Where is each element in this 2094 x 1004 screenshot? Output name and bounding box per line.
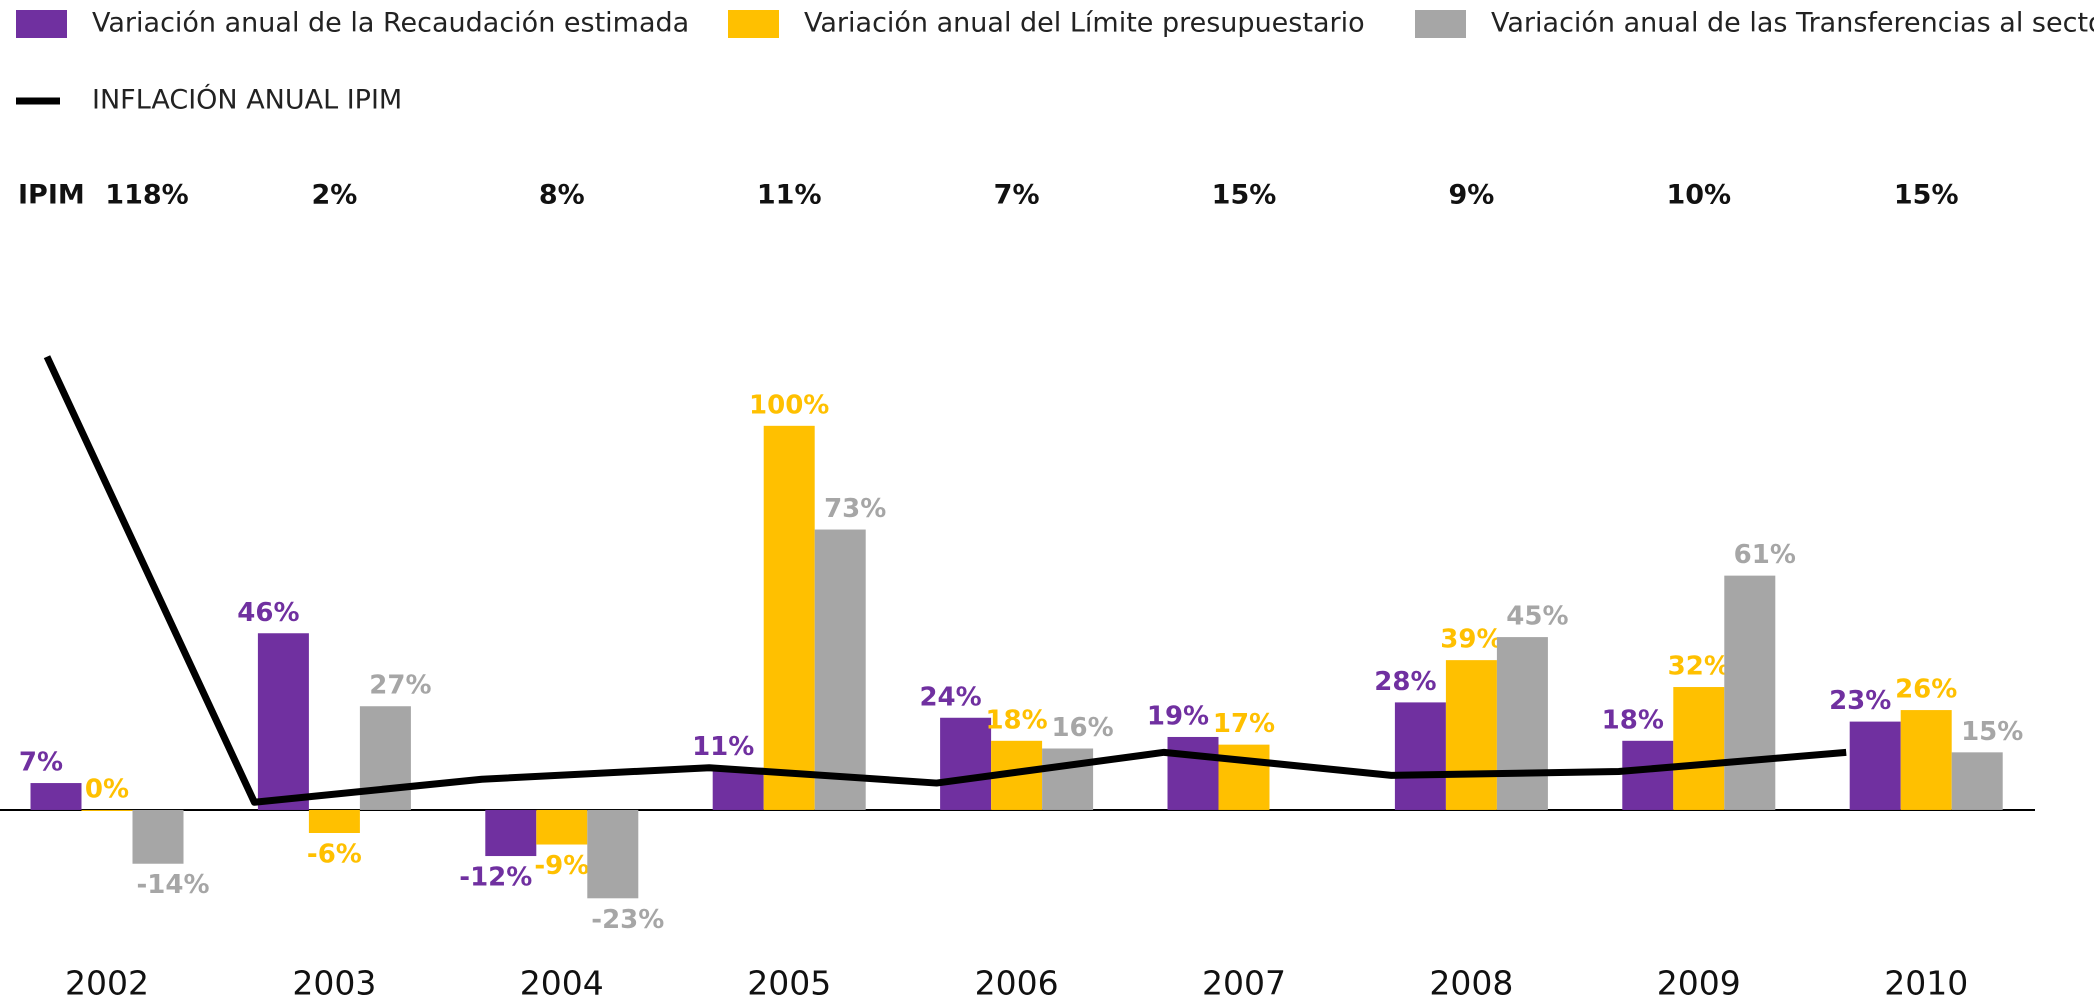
bar [257, 633, 309, 810]
ipim-label: 2% [311, 180, 357, 211]
data-label: 28% [1374, 667, 1436, 697]
ipim-label: 118% [105, 180, 188, 211]
ipim-row-label: IPIM [18, 180, 85, 211]
bar [1042, 748, 1094, 810]
x-tick-label: 2008 [1429, 964, 1513, 1001]
x-tick-label: 2005 [747, 964, 831, 1001]
bar [814, 529, 866, 810]
bar [81, 809, 133, 811]
bar [308, 809, 360, 833]
x-tick-label: 2006 [975, 964, 1059, 1001]
bar [1951, 752, 2003, 810]
bar [1445, 660, 1497, 810]
x-tick-label: 2004 [520, 964, 604, 1001]
data-label: -14% [136, 870, 209, 900]
bar [1673, 687, 1725, 810]
data-label: 26% [1895, 675, 1957, 705]
x-tick-label: 2009 [1657, 964, 1741, 1001]
legend-label: Variación anual de la Recaudación estima… [92, 8, 689, 39]
data-label: 24% [919, 682, 981, 712]
ipim-label: 7% [994, 180, 1040, 211]
bar [712, 767, 764, 810]
legend-label: Variación anual del Límite presupuestari… [804, 8, 1365, 39]
line [43, 355, 1847, 806]
data-label: -6% [307, 839, 362, 869]
legend-label: Variación anual de las Transferencias al… [1491, 8, 2094, 39]
ipim-label: 11% [757, 180, 822, 211]
data-label: 23% [1829, 686, 1891, 716]
data-label: 18% [985, 705, 1047, 735]
legend-swatch [728, 10, 779, 38]
bar [1724, 575, 1776, 810]
x-tick-label: 2002 [65, 964, 149, 1001]
bar [763, 425, 815, 810]
data-label: 15% [1961, 717, 2023, 747]
bar [940, 717, 992, 810]
data-label: 32% [1668, 652, 1730, 682]
data-label: 61% [1734, 540, 1796, 570]
bar [1218, 744, 1270, 810]
x-tick-label: 2010 [1884, 964, 1968, 1001]
data-label: 100% [749, 390, 829, 420]
bar [359, 706, 411, 810]
ipim-label: 9% [1448, 180, 1494, 211]
bar [536, 809, 588, 845]
ipim-label: 10% [1666, 180, 1731, 211]
data-label: 18% [1602, 705, 1664, 735]
data-label: 39% [1440, 625, 1502, 655]
bar [485, 809, 537, 857]
data-label: 45% [1506, 602, 1568, 632]
data-label: -9% [534, 851, 589, 881]
x-tick-label: 2003 [292, 964, 376, 1001]
bar [30, 783, 82, 810]
data-label: 0% [85, 774, 129, 804]
data-label: 17% [1213, 709, 1275, 739]
data-label: 7% [19, 748, 63, 778]
data-label: -12% [459, 863, 532, 893]
data-label: 73% [824, 494, 886, 524]
ipim-label: 15% [1894, 180, 1959, 211]
ipim-label: 8% [539, 180, 585, 211]
bar [1900, 710, 1952, 810]
legend-swatch [1415, 10, 1466, 38]
legend-label: INFLACIÓN ANUAL IPIM [92, 84, 402, 116]
bar [1622, 740, 1674, 810]
data-label: 46% [237, 598, 299, 628]
bar [587, 809, 639, 899]
bar [1496, 637, 1548, 810]
bar [1167, 736, 1219, 810]
ipim-label: 15% [1212, 180, 1277, 211]
x-tick-label: 2007 [1202, 964, 1286, 1001]
data-label: -23% [591, 905, 664, 935]
bar [1849, 721, 1901, 810]
bar [1394, 702, 1446, 810]
legend-swatch [16, 10, 67, 38]
bar [132, 809, 184, 864]
data-label: 11% [692, 732, 754, 762]
data-label: 16% [1051, 713, 1113, 743]
data-label: 19% [1147, 701, 1209, 731]
data-label: 27% [369, 671, 431, 701]
